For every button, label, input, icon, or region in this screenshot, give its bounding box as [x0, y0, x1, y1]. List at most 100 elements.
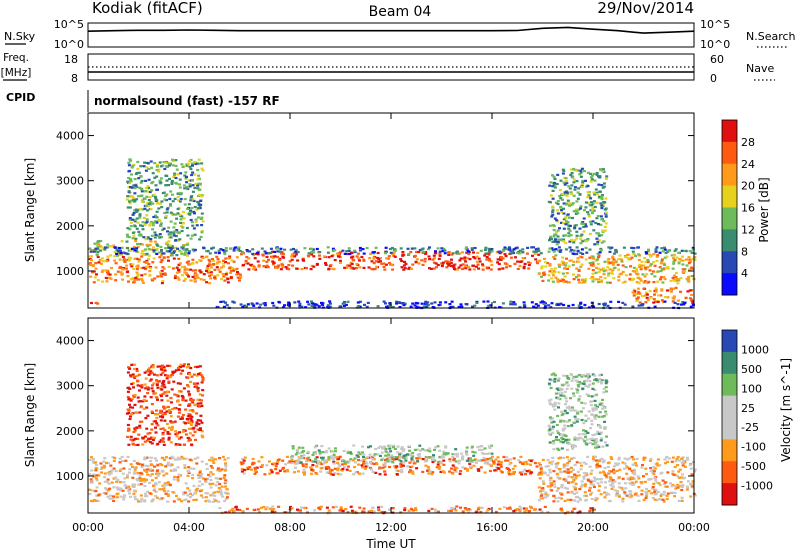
scatter-cell — [400, 468, 404, 471]
scatter-cell — [591, 269, 595, 272]
scatter-cell — [435, 266, 438, 269]
scatter-cell — [176, 207, 180, 211]
scatter-cell — [543, 472, 547, 475]
scatter-cell — [421, 448, 425, 451]
scatter-cell — [550, 421, 554, 424]
scatter-cell — [573, 421, 577, 424]
scatter-cell — [169, 204, 172, 207]
scatter-cell — [171, 193, 174, 196]
scatter-cell — [659, 276, 663, 279]
scatter-cell — [144, 377, 148, 380]
scatter-cell — [327, 456, 331, 459]
scatter-cell — [296, 259, 300, 262]
scatter-cell — [232, 301, 236, 304]
scatter-cell — [160, 282, 164, 285]
scatter-cell — [591, 208, 595, 211]
scatter-cell — [156, 164, 159, 167]
scatter-cell — [607, 465, 610, 469]
power-ylabel: Slant Range [km] — [23, 158, 37, 262]
scatter-cell — [595, 405, 599, 408]
scatter-cell — [143, 223, 147, 226]
scatter-cell — [593, 399, 597, 402]
scatter-cell — [613, 266, 617, 269]
scatter-cell — [146, 392, 150, 395]
scatter-cell — [333, 447, 337, 450]
scatter-cell — [585, 393, 589, 396]
scatter-cell — [132, 198, 136, 202]
scatter-cell — [277, 458, 281, 461]
scatter-cell — [605, 435, 608, 438]
scatter-cell — [564, 438, 568, 441]
scatter-cell — [262, 302, 266, 305]
scatter-cell — [214, 251, 218, 254]
scatter-cell — [422, 250, 426, 254]
scatter-cell — [157, 170, 160, 173]
scatter-cell — [172, 226, 176, 229]
scatter-cell — [579, 175, 583, 178]
scatter-cell — [429, 267, 433, 270]
scatter-cell — [579, 301, 583, 304]
scatter-cell — [551, 205, 555, 208]
scatter-cell — [445, 266, 449, 269]
scatter-cell — [589, 277, 593, 280]
scatter-cell — [328, 300, 332, 303]
scatter-cell — [290, 258, 294, 261]
scatter-cell — [159, 272, 163, 275]
scatter-cell — [166, 490, 170, 493]
scatter-cell — [141, 478, 145, 481]
scatter-cell — [621, 497, 625, 500]
scatter-cell — [200, 404, 204, 407]
scatter-cell — [601, 445, 605, 448]
scatter-cell — [540, 265, 544, 268]
scatter-cell — [127, 259, 131, 262]
scatter-cell — [505, 266, 508, 269]
scatter-cell — [547, 274, 551, 277]
scatter-cell — [643, 275, 647, 278]
scatter-cell — [555, 387, 559, 390]
scatter-cell — [649, 255, 653, 258]
scatter-cell — [350, 509, 354, 512]
scatter-cell — [137, 260, 141, 263]
scatter-cell — [145, 470, 149, 473]
scatter-cell — [358, 259, 361, 262]
scatter-cell — [537, 272, 541, 275]
scatter-cell — [548, 247, 552, 250]
scatter-cell — [604, 410, 608, 413]
scatter-cell — [200, 224, 204, 227]
scatter-cell — [547, 279, 551, 282]
scatter-cell — [482, 452, 486, 456]
scatter-cell — [341, 467, 345, 471]
scatter-cell — [179, 224, 183, 228]
scatter-cell — [96, 499, 100, 502]
scatter-cell — [149, 469, 153, 472]
scatter-cell — [187, 363, 190, 366]
scatter-cell — [391, 460, 395, 463]
scatter-cell — [566, 420, 570, 423]
scatter-cell — [188, 185, 192, 188]
scatter-cell — [628, 495, 632, 498]
scatter-cell — [581, 387, 585, 390]
scatter-cell — [212, 246, 215, 249]
scatter-cell — [475, 260, 479, 263]
scatter-cell — [315, 456, 319, 459]
scatter-cell — [173, 274, 177, 277]
scatter-cell — [305, 460, 308, 463]
scatter-cell — [687, 275, 691, 278]
scatter-cell — [356, 252, 360, 255]
scatter-cell — [662, 493, 666, 496]
scatter-cell — [96, 255, 100, 259]
scatter-cell — [428, 456, 432, 459]
scatter-cell — [490, 455, 494, 458]
scatter-cell — [551, 460, 555, 463]
scatter-cell — [143, 458, 147, 461]
scatter-cell — [213, 275, 217, 278]
scatter-cell — [556, 249, 560, 252]
scatter-cell — [384, 454, 388, 457]
scatter-cell — [170, 388, 174, 391]
scatter-cell — [599, 431, 603, 434]
scatter-cell — [127, 443, 131, 446]
scatter-cell — [137, 433, 141, 436]
scatter-cell — [406, 247, 410, 250]
scatter-cell — [224, 301, 228, 304]
scatter-cell — [573, 488, 577, 491]
